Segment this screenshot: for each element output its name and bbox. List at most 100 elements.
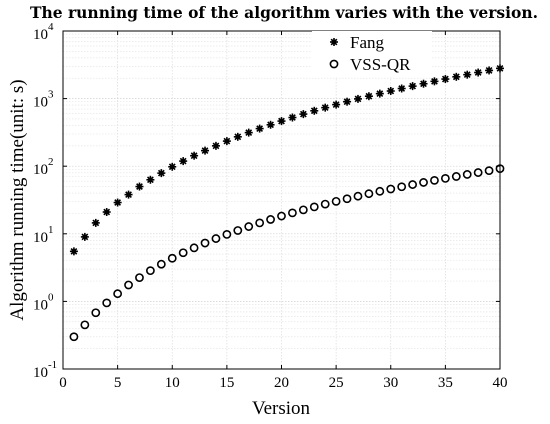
series-vss-qr: [69, 164, 505, 342]
data-point: [364, 189, 374, 199]
data-point: [419, 178, 428, 187]
data-point: [200, 238, 210, 248]
data-point: [233, 226, 243, 235]
data-point: [343, 97, 352, 106]
y-tick-base: 10: [33, 162, 48, 178]
data-point: [332, 100, 341, 109]
data-point: [135, 182, 144, 191]
legend-label-vss-qr: VSS-QR: [350, 55, 411, 74]
data-point: [298, 205, 308, 215]
legend-marker-fang: [330, 38, 338, 46]
data-point: [222, 229, 232, 239]
y-tick-label: 10 -1: [33, 359, 57, 381]
data-point: [462, 170, 472, 179]
data-point: [167, 253, 177, 263]
data-point: [452, 72, 461, 81]
legend-marker-symbol: [330, 38, 338, 46]
data-point: [255, 218, 265, 228]
y-tick-exponent: 1: [48, 224, 54, 236]
data-point: [179, 157, 188, 166]
data-point: [277, 117, 286, 126]
data-point: [364, 92, 373, 101]
data-point: [255, 124, 264, 133]
x-tick-label: 30: [383, 375, 398, 391]
data-point: [233, 132, 242, 141]
data-point: [309, 202, 319, 212]
data-point: [375, 89, 384, 98]
data-point: [178, 248, 188, 258]
chart-title: The running time of the algorithm varies…: [30, 3, 538, 22]
legend: Fang VSS-QR: [312, 31, 432, 77]
y-tick-exponent: 3: [48, 89, 54, 101]
y-tick-base: 10: [33, 230, 48, 246]
data-point: [168, 162, 177, 171]
data-point: [397, 182, 407, 192]
data-point: [484, 166, 494, 176]
data-point: [430, 77, 439, 86]
data-point: [473, 168, 483, 177]
x-tick-label: 20: [274, 375, 289, 391]
data-point: [69, 332, 79, 342]
series-fang: [69, 64, 504, 256]
x-tick-label: 25: [329, 375, 344, 391]
data-point: [430, 175, 439, 185]
data-point: [135, 273, 144, 282]
data-point: [440, 173, 450, 183]
data-point: [146, 175, 155, 184]
y-tick-label: 10 2: [33, 156, 54, 178]
data-point: [102, 298, 112, 308]
data-point: [321, 103, 330, 112]
legend-marker-vss-qr: [329, 59, 339, 69]
data-point: [342, 194, 352, 204]
data-marks: [69, 64, 505, 342]
data-point: [408, 82, 417, 91]
data-point: [310, 106, 319, 115]
data-point: [299, 110, 308, 119]
data-point: [386, 184, 396, 194]
data-point: [69, 247, 78, 256]
data-point: [211, 234, 221, 243]
data-point: [408, 180, 417, 189]
data-point: [485, 66, 494, 75]
data-point: [201, 146, 210, 155]
x-tick-label: 40: [493, 375, 508, 391]
y-tick-base: 10: [33, 297, 48, 313]
data-point: [375, 186, 385, 196]
x-ticks: 0 5 10 15 20 25 30 35 40: [59, 31, 508, 391]
data-point: [102, 208, 111, 217]
data-point: [331, 196, 341, 206]
data-point: [190, 151, 199, 160]
data-point: [244, 222, 254, 231]
data-point: [156, 259, 166, 269]
data-point: [463, 70, 472, 79]
data-point: [80, 232, 89, 241]
y-tick-exponent: 4: [48, 21, 54, 33]
y-tick-label: 10 4: [33, 21, 54, 43]
data-point: [113, 198, 122, 207]
data-point: [320, 199, 330, 209]
data-point: [419, 79, 428, 88]
data-point: [91, 218, 100, 227]
y-tick-exponent: -1: [48, 359, 57, 371]
legend-marker-symbol: [329, 59, 339, 69]
data-point: [266, 215, 275, 224]
y-tick-base: 10: [33, 27, 48, 43]
data-point: [124, 190, 133, 199]
data-point: [288, 113, 297, 122]
x-tick-label: 0: [59, 375, 67, 391]
x-tick-label: 5: [114, 375, 122, 391]
y-tick-exponent: 0: [48, 291, 54, 303]
data-point: [353, 191, 363, 201]
legend-box: [312, 31, 432, 77]
data-point: [474, 68, 483, 77]
data-point: [266, 120, 275, 129]
data-point: [288, 208, 297, 218]
data-point: [441, 75, 450, 84]
y-tick-label: 10 0: [33, 291, 54, 313]
x-tick-label: 15: [219, 375, 234, 391]
data-point: [113, 289, 123, 299]
data-point: [386, 87, 395, 96]
y-tick-exponent: 2: [48, 156, 54, 168]
